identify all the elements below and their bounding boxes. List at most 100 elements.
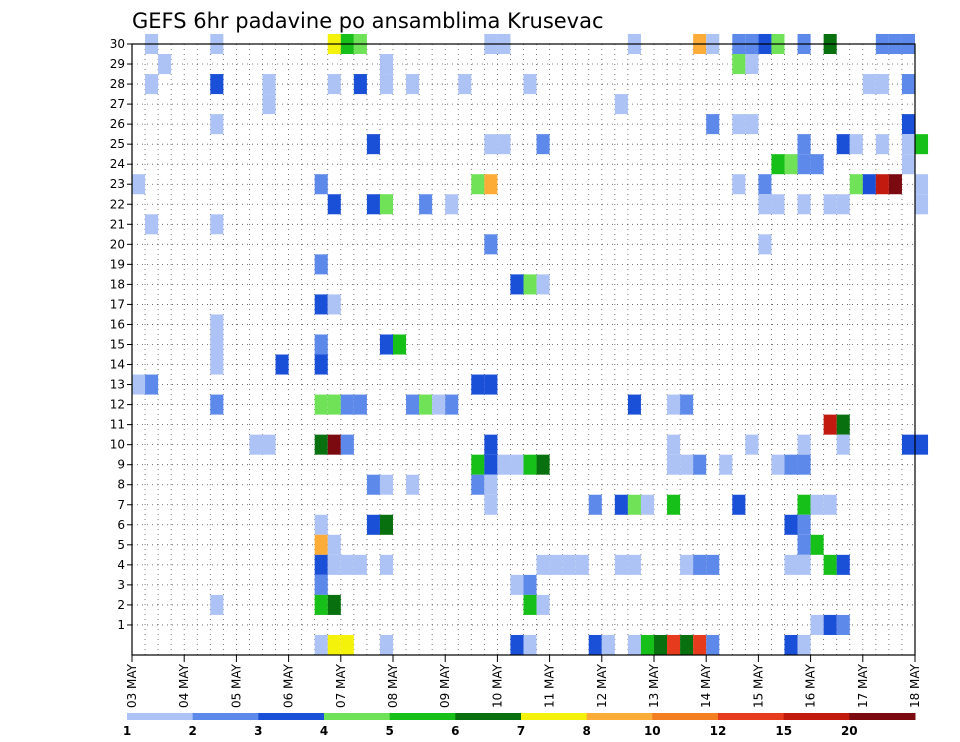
heatmap-cell — [901, 134, 915, 155]
x-tick-label: 08 MAY — [386, 663, 400, 708]
heatmap-cell — [771, 154, 785, 175]
heatmap-cell — [366, 474, 380, 495]
y-tick-label: 28 — [110, 77, 125, 91]
heatmap-cell — [693, 554, 707, 575]
heatmap-cell — [667, 634, 681, 655]
heatmap-cell — [210, 74, 224, 95]
y-tick-label: 8 — [117, 478, 125, 492]
x-tick-label: 09 MAY — [438, 663, 452, 708]
heatmap-cell — [471, 374, 485, 395]
heatmap-cell — [327, 194, 341, 215]
heatmap-cell — [862, 74, 876, 95]
heatmap-cell — [327, 534, 341, 555]
heatmap-cell — [249, 434, 263, 455]
heatmap-cell — [797, 494, 811, 515]
heatmap-cell — [314, 514, 328, 535]
heatmap-cell — [210, 114, 224, 135]
heatmap-cell — [758, 174, 772, 195]
heatmap-cell — [758, 234, 772, 255]
heatmap-cell — [719, 454, 733, 475]
heatmap-cell — [680, 394, 694, 415]
heatmap-cell — [445, 394, 459, 415]
heatmap-cell — [745, 54, 759, 75]
y-tick-label: 21 — [110, 217, 125, 231]
heatmap-cell — [340, 434, 354, 455]
legend-label: 7 — [517, 724, 525, 738]
y-tick-label: 15 — [110, 337, 125, 351]
heatmap-cell — [680, 554, 694, 575]
heatmap-cell — [314, 634, 328, 655]
heatmap-cell — [145, 214, 159, 235]
heatmap-cell — [797, 134, 811, 155]
heatmap-cell — [901, 434, 915, 455]
heatmap-cell — [210, 214, 224, 235]
heatmap-cell — [797, 454, 811, 475]
heatmap-cell — [654, 634, 668, 655]
grid-lines — [132, 43, 915, 655]
y-tick-label: 14 — [110, 358, 125, 372]
heatmap-cell — [706, 114, 720, 135]
heatmap-cell — [758, 194, 772, 215]
heatmap-cell — [132, 174, 146, 195]
heatmap-cell — [836, 134, 850, 155]
heatmap-cell — [379, 554, 393, 575]
heatmap-cell — [901, 114, 915, 135]
heatmap-cell — [732, 54, 746, 75]
heatmap-cell — [314, 534, 328, 555]
y-tick-label: 12 — [110, 398, 125, 412]
heatmap-cell — [484, 494, 498, 515]
heatmap-cell — [145, 374, 159, 395]
heatmap-cell — [340, 394, 354, 415]
heatmap-cell — [614, 554, 628, 575]
y-tick-label: 22 — [110, 197, 125, 211]
heatmap-cell — [627, 634, 641, 655]
heatmap-cell — [262, 94, 276, 115]
y-axis-ticks: 1234567891011121314151617181920212223242… — [110, 37, 132, 632]
heatmap-cell — [210, 334, 224, 355]
x-tick-label: 15 MAY — [751, 663, 765, 708]
heatmap-cell — [327, 594, 341, 615]
heatmap-cell — [732, 494, 746, 515]
heatmap-cell — [784, 514, 798, 535]
x-tick-label: 11 MAY — [543, 663, 557, 708]
heatmap-cell — [471, 474, 485, 495]
heatmap-cell — [836, 194, 850, 215]
heatmap-cell — [484, 374, 498, 395]
heatmap-cell — [771, 454, 785, 475]
heatmap-cell — [419, 194, 433, 215]
heatmap-cell — [523, 594, 537, 615]
y-tick-label: 26 — [110, 117, 125, 131]
heatmap-cell — [745, 434, 759, 455]
y-tick-label: 3 — [117, 578, 125, 592]
y-tick-label: 5 — [117, 538, 125, 552]
heatmap-cell — [327, 294, 341, 315]
heatmap-cell — [901, 74, 915, 95]
heatmap-cell — [314, 254, 328, 275]
x-tick-label: 07 MAY — [334, 663, 348, 708]
heatmap-cell — [901, 154, 915, 175]
heatmap-cell — [601, 634, 615, 655]
legend-label: 10 — [644, 724, 661, 738]
heatmap-cell — [353, 74, 367, 95]
heatmap-cell — [379, 334, 393, 355]
x-tick-label: 06 MAY — [282, 663, 296, 708]
heatmap-cell — [823, 414, 837, 435]
y-tick-label: 11 — [110, 418, 125, 432]
heatmap-cell — [314, 594, 328, 615]
heatmap-cell — [810, 494, 824, 515]
heatmap-cell — [797, 434, 811, 455]
y-tick-label: 2 — [117, 598, 125, 612]
legend-swatch — [258, 713, 325, 720]
heatmap-cell — [536, 554, 550, 575]
x-tick-label: 13 MAY — [647, 663, 661, 708]
y-tick-label: 9 — [117, 458, 125, 472]
heatmap-cell — [797, 514, 811, 535]
y-tick-label: 29 — [110, 57, 125, 71]
heatmap-cell — [314, 434, 328, 455]
y-tick-label: 27 — [110, 97, 125, 111]
heatmap-cell — [875, 134, 889, 155]
y-tick-label: 7 — [117, 498, 125, 512]
heatmap-cell — [379, 514, 393, 535]
heatmap-cell — [484, 134, 498, 155]
legend-label: 20 — [841, 724, 858, 738]
